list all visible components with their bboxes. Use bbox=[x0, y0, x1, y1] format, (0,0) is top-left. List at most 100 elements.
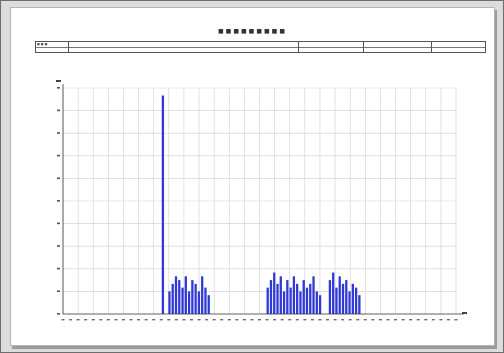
y-tick-mark bbox=[57, 177, 60, 179]
x-tick-mark bbox=[310, 319, 314, 321]
x-tick-mark bbox=[446, 319, 450, 321]
header-info-table: ■ ■ ■ bbox=[35, 41, 486, 53]
y-tick-mark bbox=[57, 267, 60, 270]
info-cell-description bbox=[68, 42, 298, 52]
bar bbox=[269, 280, 273, 314]
y-tick-mark bbox=[57, 154, 60, 157]
x-tick-mark bbox=[280, 319, 284, 321]
x-tick-mark bbox=[137, 319, 141, 321]
x-tick-mark bbox=[356, 319, 360, 321]
x-tick-mark bbox=[265, 319, 269, 321]
bar bbox=[354, 287, 358, 314]
y-tick-mark bbox=[57, 132, 60, 134]
x-tick-mark bbox=[189, 319, 193, 321]
bar bbox=[341, 283, 345, 314]
x-tick-mark bbox=[76, 319, 80, 321]
x-tick-mark bbox=[341, 319, 345, 321]
bar bbox=[292, 276, 296, 314]
x-tick-mark bbox=[99, 319, 103, 321]
bar bbox=[191, 280, 194, 314]
chart-tick-marks bbox=[56, 80, 467, 321]
bar bbox=[309, 283, 312, 314]
x-tick-mark bbox=[212, 319, 216, 321]
x-tick-mark bbox=[333, 319, 337, 321]
bar bbox=[276, 283, 279, 314]
x-tick-mark bbox=[288, 319, 292, 321]
x-tick-mark bbox=[401, 319, 405, 321]
x-tick-mark bbox=[220, 319, 224, 321]
bar bbox=[345, 280, 348, 314]
y-tick-mark bbox=[57, 222, 60, 225]
chart-bars bbox=[161, 95, 361, 315]
bar bbox=[273, 272, 276, 314]
x-tick-mark bbox=[84, 319, 88, 321]
x-tick-mark bbox=[91, 319, 95, 321]
y-tick-mark bbox=[57, 290, 60, 292]
x-tick-mark bbox=[69, 319, 73, 321]
table-divider bbox=[36, 47, 485, 48]
y-tick-mark bbox=[57, 200, 60, 202]
info-cell-label: ■ ■ ■ bbox=[37, 42, 48, 46]
x-tick-mark bbox=[363, 319, 367, 321]
bar bbox=[351, 283, 354, 314]
y-unit-mark bbox=[56, 80, 61, 82]
x-tick-mark bbox=[454, 319, 458, 321]
x-tick-mark bbox=[144, 319, 148, 321]
bar bbox=[168, 291, 171, 314]
x-tick-mark bbox=[295, 319, 299, 321]
x-tick-mark bbox=[318, 319, 322, 321]
x-tick-mark bbox=[121, 319, 125, 321]
bar bbox=[338, 276, 341, 314]
bar bbox=[282, 291, 286, 314]
bar bbox=[181, 287, 184, 314]
x-tick-mark bbox=[167, 319, 171, 321]
bar bbox=[204, 287, 207, 314]
bar bbox=[178, 280, 181, 314]
bar bbox=[296, 283, 299, 314]
x-tick-mark bbox=[197, 319, 201, 321]
bar bbox=[299, 291, 302, 314]
bar bbox=[328, 280, 332, 314]
bar bbox=[194, 283, 197, 314]
x-tick-mark bbox=[106, 319, 110, 321]
x-tick-mark bbox=[303, 319, 307, 321]
x-tick-mark bbox=[114, 319, 118, 321]
bar bbox=[201, 276, 204, 314]
document-page: ■■■■■■■■■ ■ ■ ■ bbox=[10, 7, 495, 346]
bar bbox=[302, 280, 305, 314]
activity-chart bbox=[56, 80, 467, 321]
bar bbox=[335, 287, 338, 314]
x-tick-mark bbox=[235, 319, 239, 321]
x-tick-mark bbox=[416, 319, 420, 321]
bar bbox=[315, 291, 318, 314]
x-tick-mark bbox=[424, 319, 428, 321]
bar bbox=[207, 295, 210, 314]
x-tick-mark bbox=[129, 319, 133, 321]
bar bbox=[332, 272, 335, 314]
info-cell-right bbox=[431, 42, 487, 52]
bar bbox=[312, 276, 315, 314]
bar bbox=[184, 276, 187, 314]
y-tick-mark bbox=[57, 87, 60, 89]
bar bbox=[358, 295, 361, 314]
y-tick-mark bbox=[57, 245, 60, 247]
bar bbox=[286, 280, 289, 314]
info-cell-date bbox=[298, 42, 363, 52]
x-tick-mark bbox=[439, 319, 443, 321]
bar bbox=[318, 295, 322, 314]
bar bbox=[174, 276, 178, 314]
info-cell-extra bbox=[363, 42, 431, 52]
x-tick-mark bbox=[152, 319, 156, 321]
x-tick-mark bbox=[431, 319, 435, 321]
bar bbox=[348, 291, 351, 314]
x-tick-mark bbox=[258, 319, 261, 321]
bar bbox=[197, 291, 201, 314]
x-tick-mark bbox=[326, 319, 330, 321]
x-tick-mark bbox=[182, 319, 186, 321]
x-tick-mark bbox=[409, 319, 413, 321]
x-tick-mark bbox=[174, 319, 178, 321]
x-tick-mark bbox=[273, 319, 277, 321]
bar bbox=[279, 276, 282, 314]
x-tick-mark bbox=[242, 319, 246, 321]
